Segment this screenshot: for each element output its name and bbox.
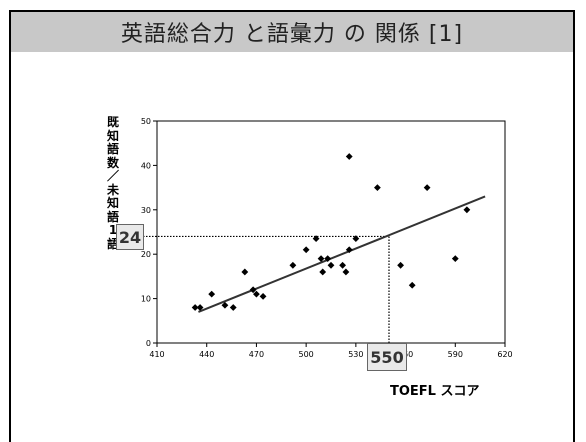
data-point [352,235,360,243]
x-tick-label: 440 [199,350,214,359]
slide-frame: 英語総合力 と語彙力 の 関係 [1] [9,10,575,442]
data-point [463,206,471,214]
x-tick-label: 470 [249,350,264,359]
data-point [191,304,199,311]
y-tick-label: 40 [141,161,151,170]
data-point [339,261,346,269]
data-point [312,235,320,243]
plot-area [156,120,506,344]
data-point [327,261,335,269]
data-point [374,184,381,191]
slide-title: 英語総合力 と語彙力 の 関係 [1] [11,12,573,52]
data-point [345,246,353,254]
y-highlight-callout: 24 [116,224,144,250]
y-tick-label: 30 [141,206,151,215]
data-point [302,246,310,254]
data-point [345,153,353,160]
data-point [229,304,237,311]
data-point [342,268,350,276]
y-tick-label: 50 [141,117,151,126]
data-point [253,290,260,298]
trendline [198,195,486,313]
data-point [317,255,325,263]
data-point [397,261,404,269]
x-highlight-callout: 550 [367,343,407,371]
data-point [319,268,327,276]
x-tick-label: 500 [299,350,314,359]
data-point [241,268,249,276]
data-point [196,304,204,311]
x-tick-label: 410 [149,350,164,359]
x-tick-label: 620 [497,350,512,359]
y-tick-label: 10 [141,295,151,304]
data-point [423,184,431,191]
data-point [259,292,267,300]
x-tick-label: 590 [448,350,463,359]
data-point [408,281,416,289]
data-point [208,290,216,298]
data-point [324,255,332,263]
y-axis-label: 既知語数／未知語1語 [106,115,119,251]
data-point [289,261,297,269]
y-tick-label: 20 [141,250,151,259]
data-point [249,286,257,294]
data-point [221,301,229,309]
x-tick-label: 530 [348,350,363,359]
x-axis-label: TOEFL スコア [390,384,480,399]
data-point [451,255,459,263]
y-tick-label: 0 [146,339,151,348]
